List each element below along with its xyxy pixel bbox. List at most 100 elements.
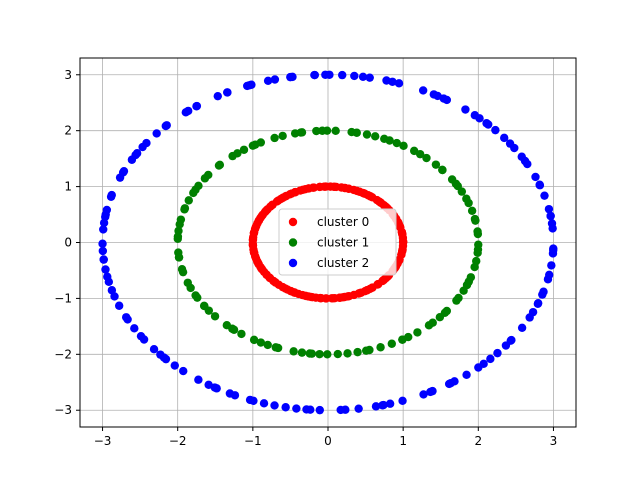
data-point	[321, 70, 330, 79]
data-point	[331, 126, 340, 136]
y-tick-label: −2	[54, 347, 72, 361]
data-point	[161, 121, 171, 131]
data-point	[394, 79, 404, 88]
x-tick-label: −3	[94, 434, 112, 448]
legend-marker	[288, 217, 298, 227]
legend-label: cluster 1	[317, 236, 369, 250]
y-tick-label: −1	[54, 291, 72, 305]
data-point	[210, 312, 220, 321]
data-point	[115, 173, 125, 182]
data-point	[547, 219, 557, 228]
data-point	[179, 366, 188, 376]
data-point	[380, 134, 389, 144]
data-point	[466, 273, 476, 282]
y-tick-label: −3	[54, 403, 72, 417]
data-point	[399, 141, 408, 151]
legend-label: cluster 0	[317, 215, 369, 229]
legend-marker	[288, 258, 298, 268]
data-point	[517, 323, 527, 332]
data-point	[362, 130, 372, 139]
data-point	[462, 194, 471, 203]
axis-ticks: −3 −2 −1 0 1 2 3 −3 −2 −1 0 1 2 3	[54, 68, 557, 448]
data-point	[365, 73, 374, 82]
data-point	[398, 238, 408, 247]
data-point	[161, 354, 171, 364]
data-point	[535, 180, 544, 189]
data-point	[214, 161, 224, 170]
data-point	[338, 70, 347, 80]
data-point	[149, 345, 159, 354]
data-point	[467, 206, 477, 215]
data-point	[99, 255, 108, 264]
data-point	[259, 399, 269, 408]
data-point	[333, 349, 342, 359]
data-point	[245, 395, 255, 405]
data-point	[174, 253, 184, 262]
data-point	[528, 307, 538, 317]
data-point	[130, 324, 139, 333]
data-point	[413, 328, 422, 337]
data-point	[229, 325, 239, 334]
y-tick-label: 0	[64, 236, 72, 250]
data-point	[473, 245, 483, 254]
data-point	[493, 348, 502, 358]
data-point	[273, 343, 283, 353]
data-point	[540, 191, 549, 200]
data-point	[472, 256, 481, 266]
data-point	[533, 298, 543, 308]
data-point	[450, 377, 459, 386]
data-point	[99, 218, 109, 228]
data-point	[461, 105, 470, 114]
data-point	[431, 160, 441, 169]
data-point	[409, 146, 419, 156]
data-point	[378, 401, 387, 410]
data-point	[270, 75, 280, 84]
data-point	[491, 125, 500, 135]
data-point	[186, 283, 195, 293]
data-point	[318, 126, 327, 135]
data-point	[152, 129, 161, 138]
data-point	[470, 111, 480, 120]
data-point	[239, 145, 249, 154]
data-point	[106, 192, 116, 201]
data-point	[382, 76, 391, 85]
data-point	[343, 349, 352, 358]
data-point	[286, 72, 295, 82]
data-point	[119, 166, 129, 176]
data-point	[192, 101, 202, 111]
data-point	[545, 270, 554, 280]
data-point	[418, 86, 428, 95]
legend: cluster 0 cluster 1 cluster 2	[278, 208, 397, 276]
data-point	[289, 347, 298, 356]
y-tick-label: 3	[64, 68, 72, 82]
data-point	[270, 401, 279, 410]
data-point	[175, 220, 184, 229]
data-point	[486, 354, 495, 364]
data-point	[178, 267, 188, 277]
data-point	[228, 151, 237, 161]
data-point	[544, 204, 554, 214]
data-point	[323, 350, 332, 359]
x-tick-label: 1	[399, 434, 407, 448]
data-point	[243, 81, 252, 91]
data-point	[104, 277, 114, 287]
data-point	[251, 140, 260, 149]
x-tick-label: −2	[169, 434, 187, 448]
data-point	[237, 329, 246, 339]
data-point	[181, 108, 191, 117]
data-point	[98, 246, 108, 256]
data-point	[371, 402, 381, 411]
data-point	[347, 127, 356, 137]
data-point	[173, 234, 182, 243]
x-tick-label: −1	[244, 434, 262, 448]
data-point	[193, 293, 202, 302]
data-point	[306, 405, 315, 414]
data-point	[315, 182, 325, 192]
data-point	[358, 72, 368, 82]
data-point	[479, 359, 488, 369]
data-point	[376, 343, 385, 352]
data-point	[546, 211, 555, 221]
data-point	[385, 399, 395, 408]
data-point	[350, 71, 359, 81]
data-point	[505, 139, 515, 148]
